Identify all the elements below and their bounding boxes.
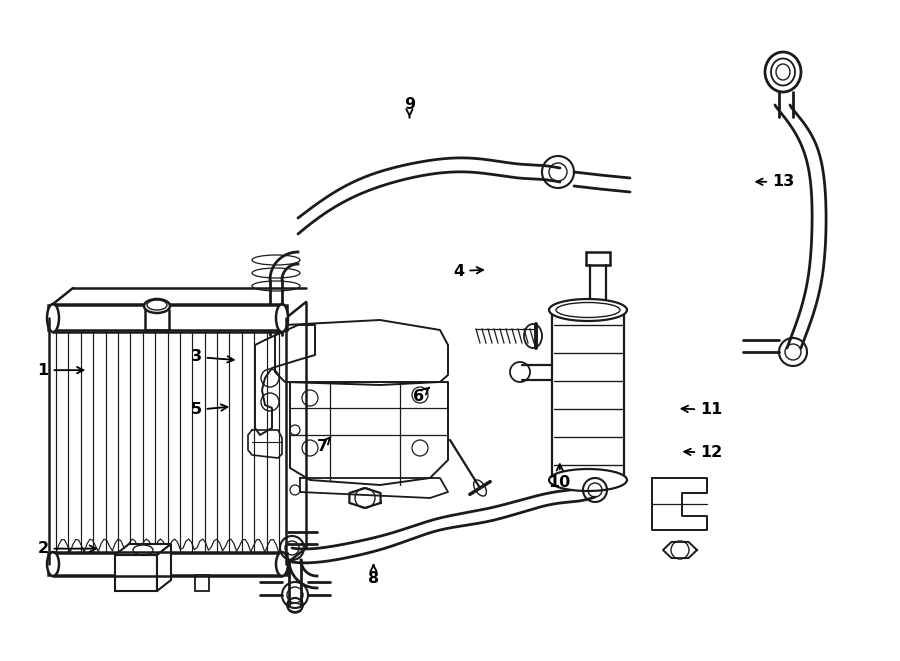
- Text: 4: 4: [454, 264, 483, 278]
- Text: 3: 3: [191, 350, 234, 364]
- Text: 10: 10: [549, 464, 571, 490]
- Ellipse shape: [276, 552, 288, 576]
- Text: 13: 13: [756, 175, 794, 189]
- Ellipse shape: [549, 299, 627, 321]
- Polygon shape: [48, 305, 287, 330]
- Text: 11: 11: [681, 403, 722, 417]
- Text: 1: 1: [38, 363, 84, 377]
- Text: 9: 9: [404, 97, 415, 118]
- Ellipse shape: [47, 304, 59, 332]
- Text: 5: 5: [191, 403, 228, 417]
- Ellipse shape: [47, 552, 59, 576]
- Polygon shape: [115, 555, 157, 591]
- Ellipse shape: [144, 299, 170, 313]
- Text: 12: 12: [684, 446, 722, 460]
- Polygon shape: [48, 553, 287, 575]
- Text: 6: 6: [413, 387, 429, 404]
- Ellipse shape: [549, 469, 627, 491]
- Text: 8: 8: [368, 564, 379, 586]
- Polygon shape: [115, 544, 171, 555]
- Polygon shape: [552, 310, 624, 480]
- Text: 2: 2: [38, 541, 96, 556]
- Polygon shape: [195, 575, 209, 591]
- Ellipse shape: [276, 304, 288, 332]
- Polygon shape: [120, 575, 134, 591]
- Text: 7: 7: [317, 437, 330, 453]
- Polygon shape: [157, 544, 171, 591]
